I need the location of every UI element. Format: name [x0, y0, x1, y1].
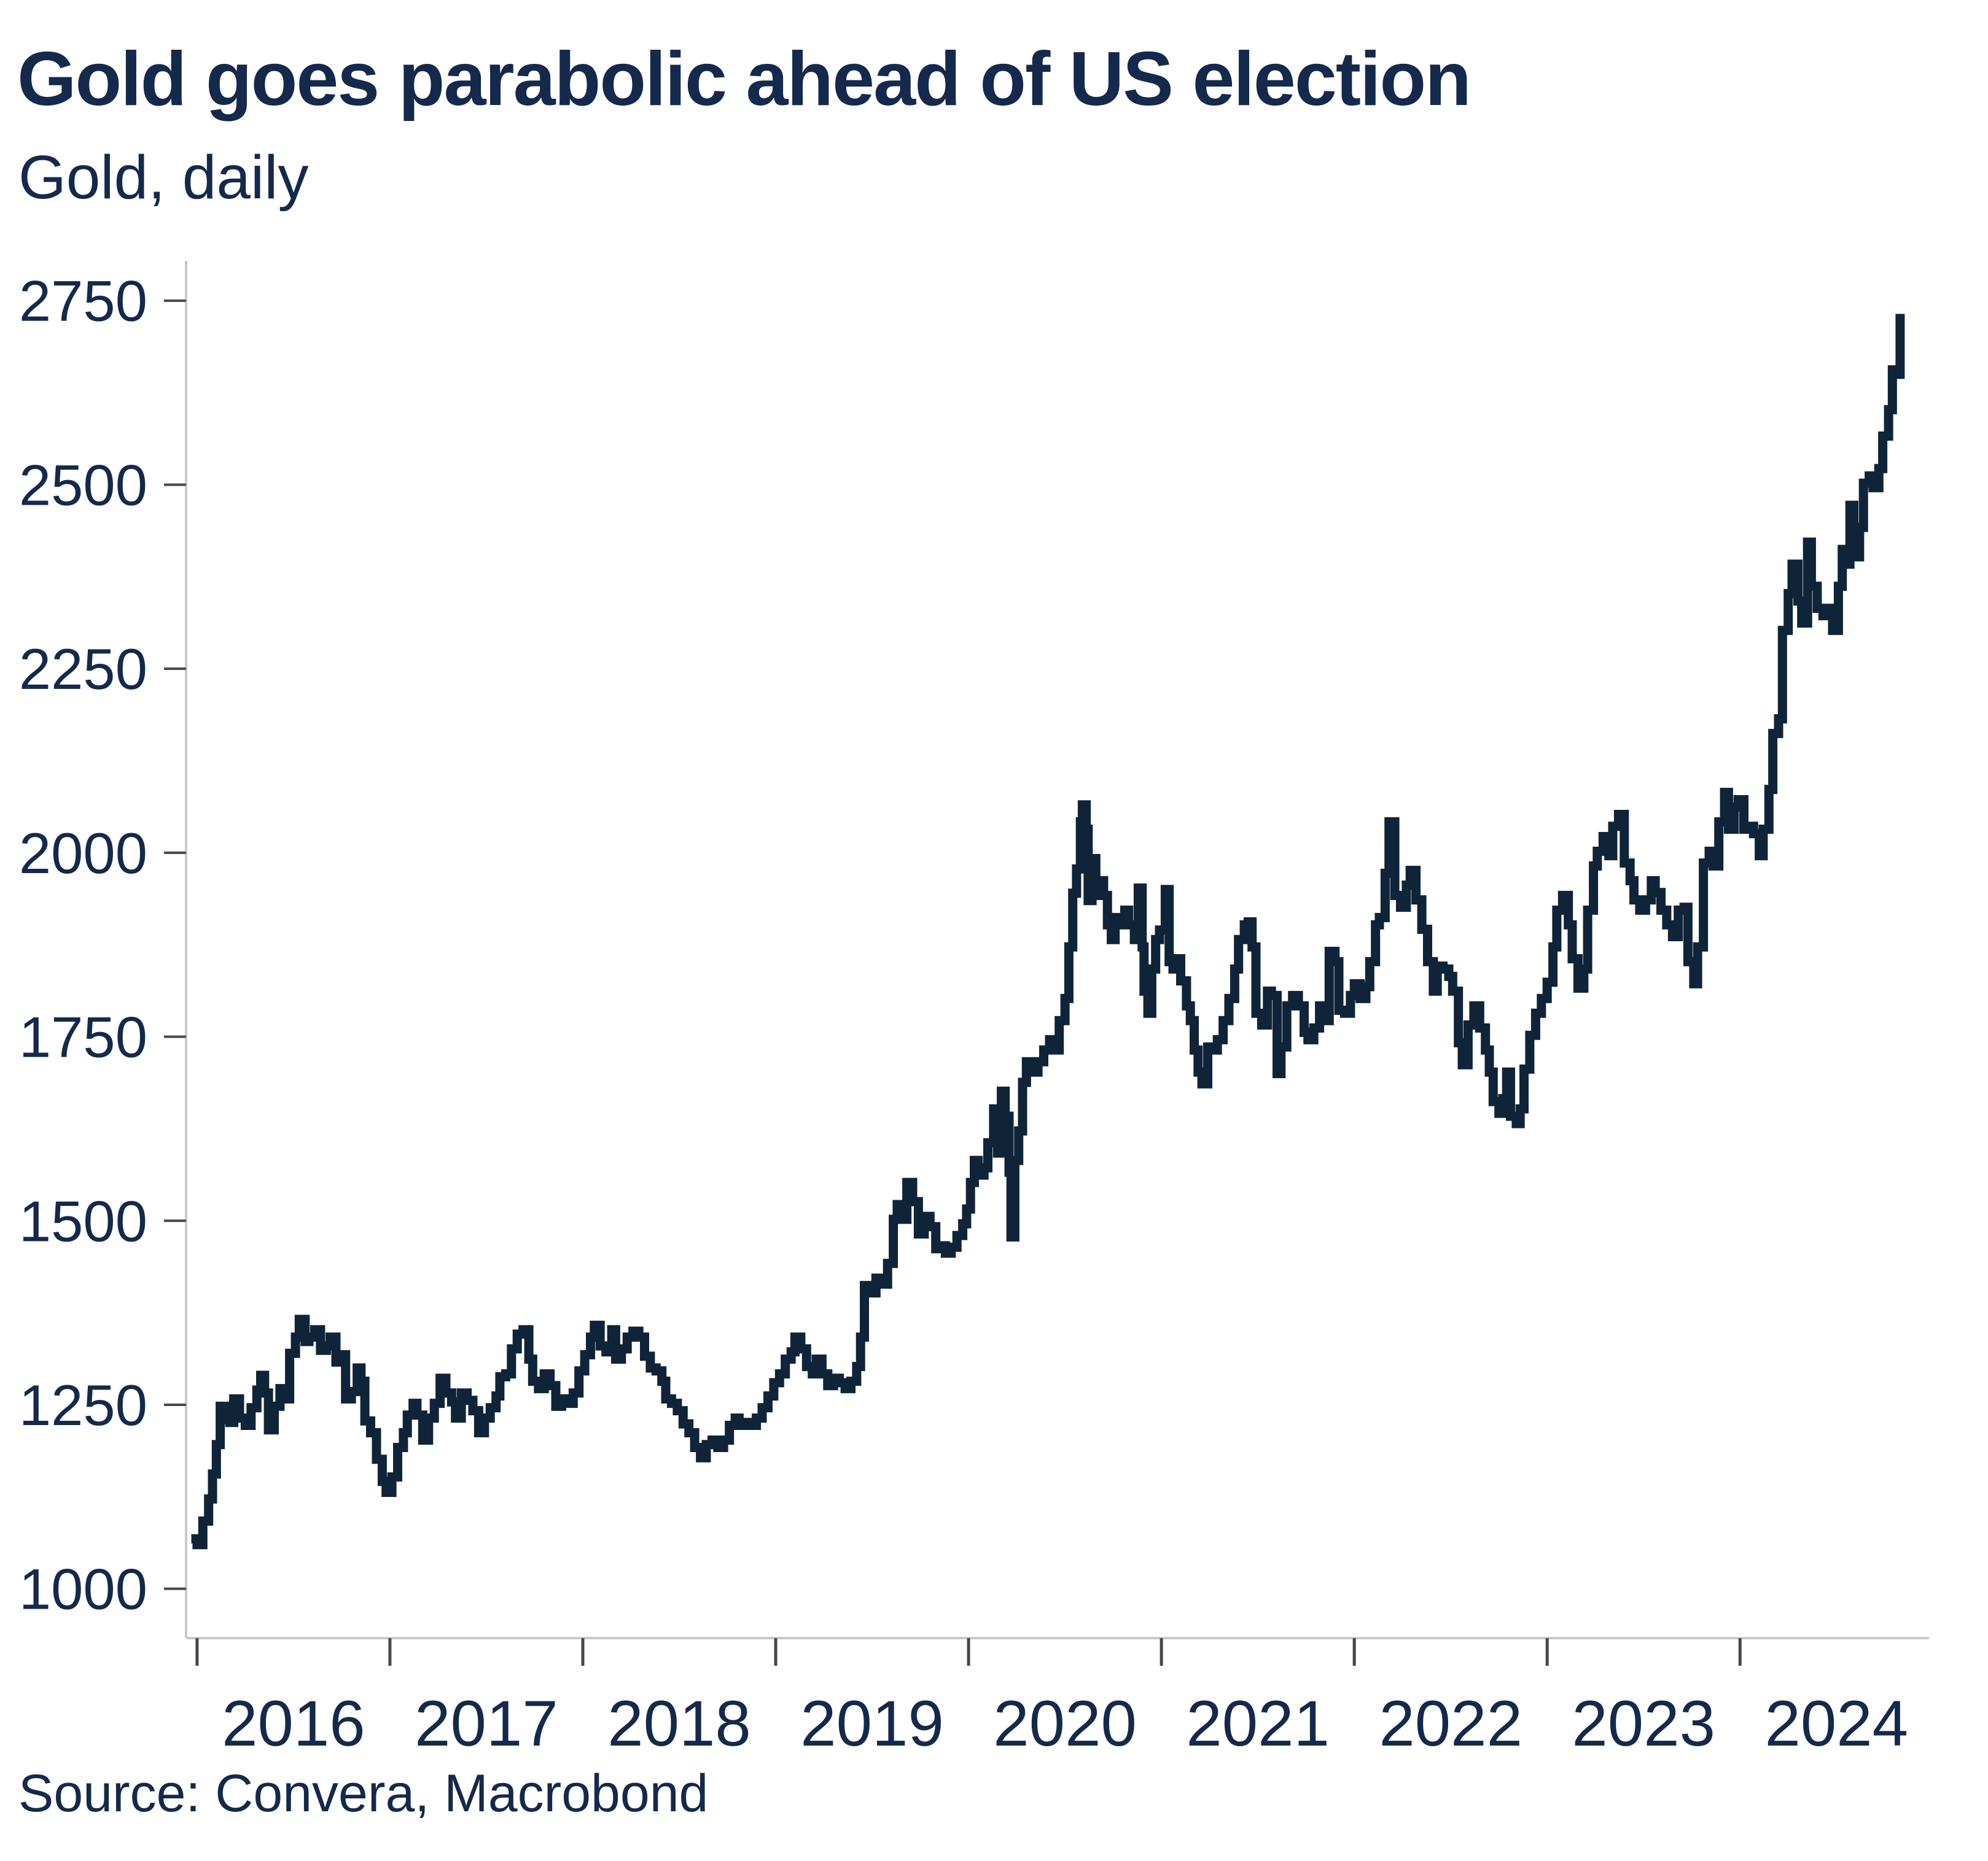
y-tick-label: 2500 [19, 453, 147, 517]
y-tick-label: 1000 [19, 1557, 147, 1622]
y-tick-label: 1500 [19, 1189, 147, 1253]
chart-title: Gold goes parabolic ahead of US election [17, 37, 1472, 122]
x-tick-label: 2024 [1764, 1688, 1908, 1760]
x-tick-label: 2017 [415, 1688, 558, 1760]
gold-price-line [191, 314, 1905, 1550]
x-tick-label: 2023 [1572, 1688, 1715, 1760]
x-tick-label: 2016 [222, 1688, 365, 1760]
y-tick-label: 1750 [19, 1005, 147, 1070]
y-tick-label: 2250 [19, 637, 147, 701]
x-tick-label: 2020 [993, 1688, 1137, 1760]
x-tick-label: 2019 [800, 1688, 944, 1760]
x-tick-label: 2018 [607, 1688, 751, 1760]
y-tick-label: 2750 [19, 269, 147, 333]
x-tick-label: 2021 [1186, 1688, 1330, 1760]
y-tick-label: 1250 [19, 1373, 147, 1437]
source-note: Source: Convera, Macrobond [18, 1764, 709, 1823]
chart-subtitle: Gold, daily [18, 143, 309, 212]
y-tick-label: 2000 [19, 821, 147, 885]
x-tick-label: 2022 [1379, 1688, 1522, 1760]
